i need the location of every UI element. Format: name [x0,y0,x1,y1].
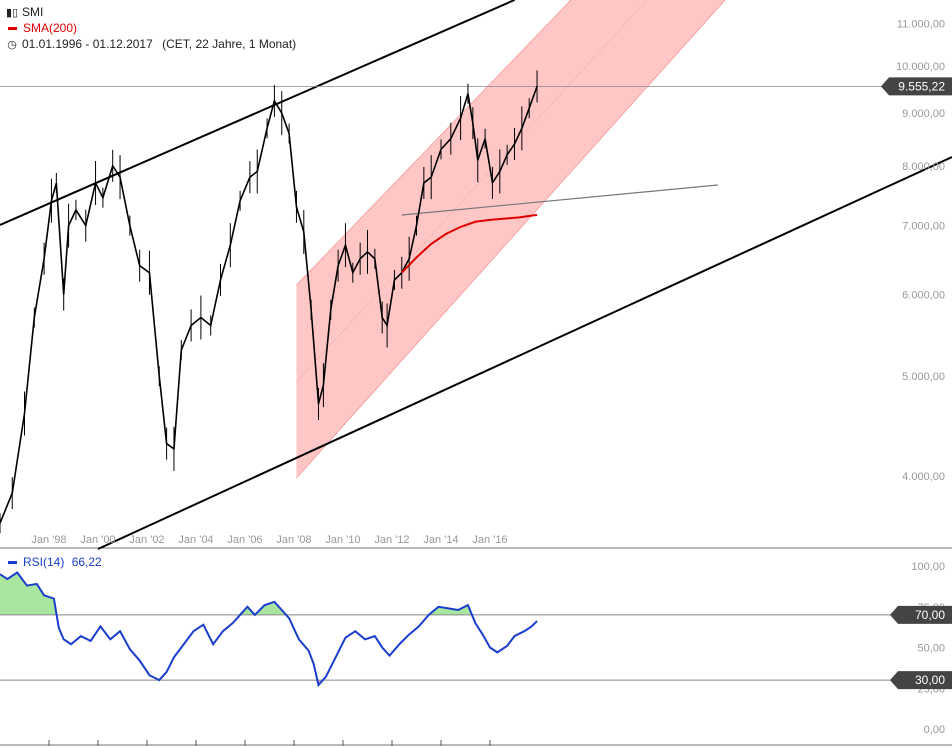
channel-bottom-edge [296,0,726,479]
rsi-tick-label: 0,00 [924,724,945,736]
legend-period-dates: 01.01.1996 - 01.12.2017 [22,37,153,51]
upper-trendline [0,0,515,226]
legend-symbol-label: SMI [22,5,44,19]
y-tick-label: 7.000,00 [902,221,945,233]
y-tick-label: 10.000,00 [896,61,945,73]
y-tick-label: 4.000,00 [902,471,945,483]
sma-line [401,213,538,274]
rsi-reference-tag: 70,00 [890,605,952,624]
legend-sma-label: SMA(200) [23,21,78,35]
y-tick-label: 5.000,00 [902,371,945,383]
price-line [0,86,538,524]
y-tick-label: 9.000,00 [902,108,945,120]
legend-sma: SMA(200) [6,21,77,35]
y-tick-label: 8.000,00 [902,161,945,173]
legend-period-info: (CET, 22 Jahre, 1 Monat) [162,37,297,51]
rsi-tick-label: 50,00 [917,643,945,655]
lower-trendline [97,156,952,550]
rsi-reference-value: 70,00 [915,608,945,622]
legend-rsi-label: RSI(14) [23,555,65,569]
rsi-overbought-fill [0,572,472,615]
x-tick-label: Jan '08 [276,534,311,546]
clock-icon: ◷ [7,39,17,51]
price-channel [296,0,726,479]
x-tick-label: Jan '02 [129,534,164,546]
x-tick-label: Jan '04 [178,534,213,546]
current-price-value: 9.555,22 [898,79,945,93]
x-tick-label: Jan '10 [325,534,360,546]
rsi-reference-value: 30,00 [915,673,945,687]
y-tick-label: 6.000,00 [902,290,945,302]
rsi-line [0,571,538,688]
x-tick-label: Jan '98 [31,534,66,546]
main-axis: 4.000,00 5.000,00 6.000,00 7.000,00 8.000,00… [31,18,952,746]
legend-period: ◷ 01.01.1996 - 01.12.2017 (CET, 22 Jahre,… [6,37,296,51]
x-tick-label: Jan '12 [374,534,409,546]
rsi-panel [0,571,952,688]
x-tick-label: Jan '16 [472,534,507,546]
price-panel [0,0,952,550]
sma-swatch-icon [8,27,17,31]
support-line [401,184,718,216]
rsi-reference-badge [890,605,952,624]
x-tick-label: Jan '06 [227,534,262,546]
rsi-swatch-icon [8,561,17,565]
legend-symbol: ▮▯ SMI [6,5,43,19]
current-price-badge [881,77,952,96]
legend-rsi-value: 66,22 [71,555,102,569]
x-tick-label: Jan '00 [80,534,115,546]
rsi-tick-label: 100,00 [911,561,945,573]
rsi-reference-tag: 30,00 [890,671,952,690]
current-price-tag: 9.555,22 [881,77,952,96]
y-tick-label: 11.000,00 [897,18,945,30]
candlestick-icon: ▮▯ [6,7,19,19]
legend-rsi: RSI(14) 66,22 [6,555,102,569]
channel-top-edge [296,0,572,286]
x-tick-label: Jan '14 [423,534,458,546]
main-grid [0,547,952,746]
rsi-reference-badge [890,671,952,690]
